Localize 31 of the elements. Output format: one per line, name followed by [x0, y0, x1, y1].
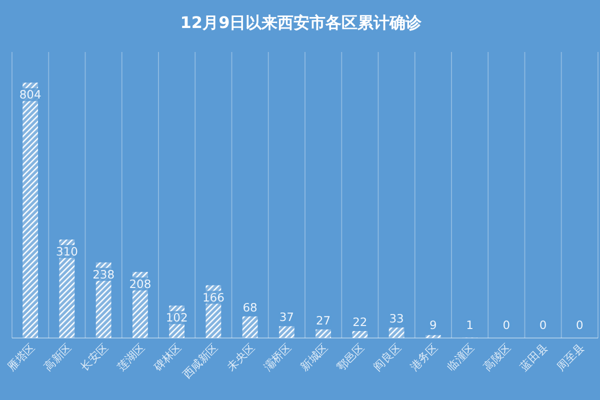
- x-tick-label: 鄠邑区: [334, 340, 368, 374]
- data-label: 9: [430, 318, 437, 332]
- x-tick-label: 新城区: [298, 340, 330, 374]
- x-tick-label: 灞桥区: [261, 340, 294, 374]
- x-tick-label: 临潼区: [444, 340, 477, 374]
- data-label: 310: [56, 244, 78, 259]
- x-tick-label: 周至县: [554, 340, 587, 374]
- data-label: 238: [92, 267, 115, 282]
- data-label: 0: [576, 318, 584, 332]
- x-tick-label: 长安区: [78, 340, 111, 374]
- data-label: 0: [539, 318, 547, 332]
- x-tick-label: 未央区: [224, 340, 258, 374]
- x-tick-label: 阎良区: [371, 340, 404, 374]
- x-tick-label: 雁塔区: [4, 340, 38, 374]
- x-tick-label: 高新区: [42, 340, 74, 374]
- data-label: 68: [242, 300, 258, 314]
- x-tick-label: 莲湖区: [114, 340, 148, 374]
- data-label: 33: [389, 312, 404, 326]
- data-label: 804: [19, 88, 42, 102]
- data-label: 102: [166, 310, 188, 325]
- data-label: 37: [279, 310, 294, 324]
- data-label: 208: [129, 276, 152, 291]
- title: 12月9日以来西安市各区累计确诊: [180, 13, 422, 32]
- data-label: 22: [352, 315, 368, 330]
- x-tick-label: 蓝田县: [518, 340, 550, 374]
- x-tick-label: 高陵区: [481, 340, 514, 374]
- data-label: 1: [466, 318, 474, 332]
- data-label: 27: [316, 313, 331, 328]
- data-label: 166: [202, 290, 224, 304]
- data-label: 0: [502, 318, 510, 332]
- x-tick-label: 港务区: [408, 340, 440, 374]
